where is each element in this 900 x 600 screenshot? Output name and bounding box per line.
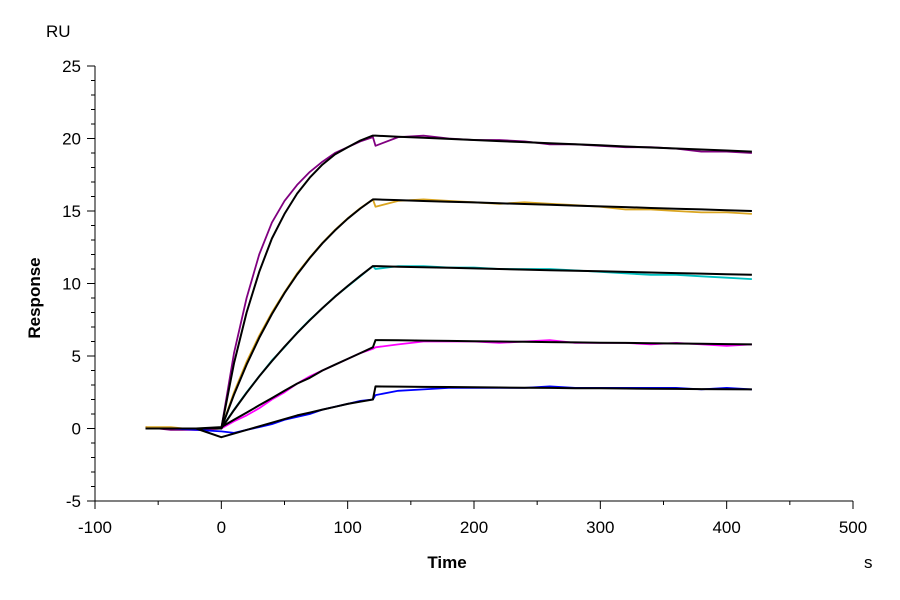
response-curve-8: [145, 385, 752, 434]
fit-curve-5: [145, 265, 752, 430]
x-unit-label: s: [864, 553, 873, 572]
y-tick-label: 20: [62, 130, 81, 149]
y-tick-label: 10: [62, 275, 81, 294]
axes: -5 0 5 10 15 20 25 -100 0 100 200 300 400 500: [62, 57, 867, 537]
fit-curve-1: [145, 134, 752, 430]
response-curve-2: [145, 198, 752, 431]
fit-curve-7: [145, 339, 752, 430]
x-tick-label: 400: [712, 518, 740, 537]
x-tick-label: 300: [586, 518, 614, 537]
x-tick-label: 200: [460, 518, 488, 537]
series-group: [145, 134, 752, 439]
y-tick-label: 25: [62, 57, 81, 76]
x-tick-label: -100: [78, 518, 112, 537]
response-curve-4: [145, 265, 752, 430]
fit-curve-9: [145, 385, 752, 439]
y-tick-label: -5: [66, 492, 81, 511]
x-tick-label: 500: [839, 518, 867, 537]
y-tick-label: 5: [72, 347, 81, 366]
y-tick-label: 15: [62, 202, 81, 221]
fit-curve-3: [145, 198, 752, 430]
x-tick-label: 100: [333, 518, 361, 537]
y-axis-title: Response: [25, 257, 44, 338]
y-unit-label: RU: [46, 22, 71, 41]
x-axis-title: Time: [427, 553, 466, 572]
x-tick-label: 0: [217, 518, 226, 537]
y-tick-label: 0: [72, 420, 81, 439]
